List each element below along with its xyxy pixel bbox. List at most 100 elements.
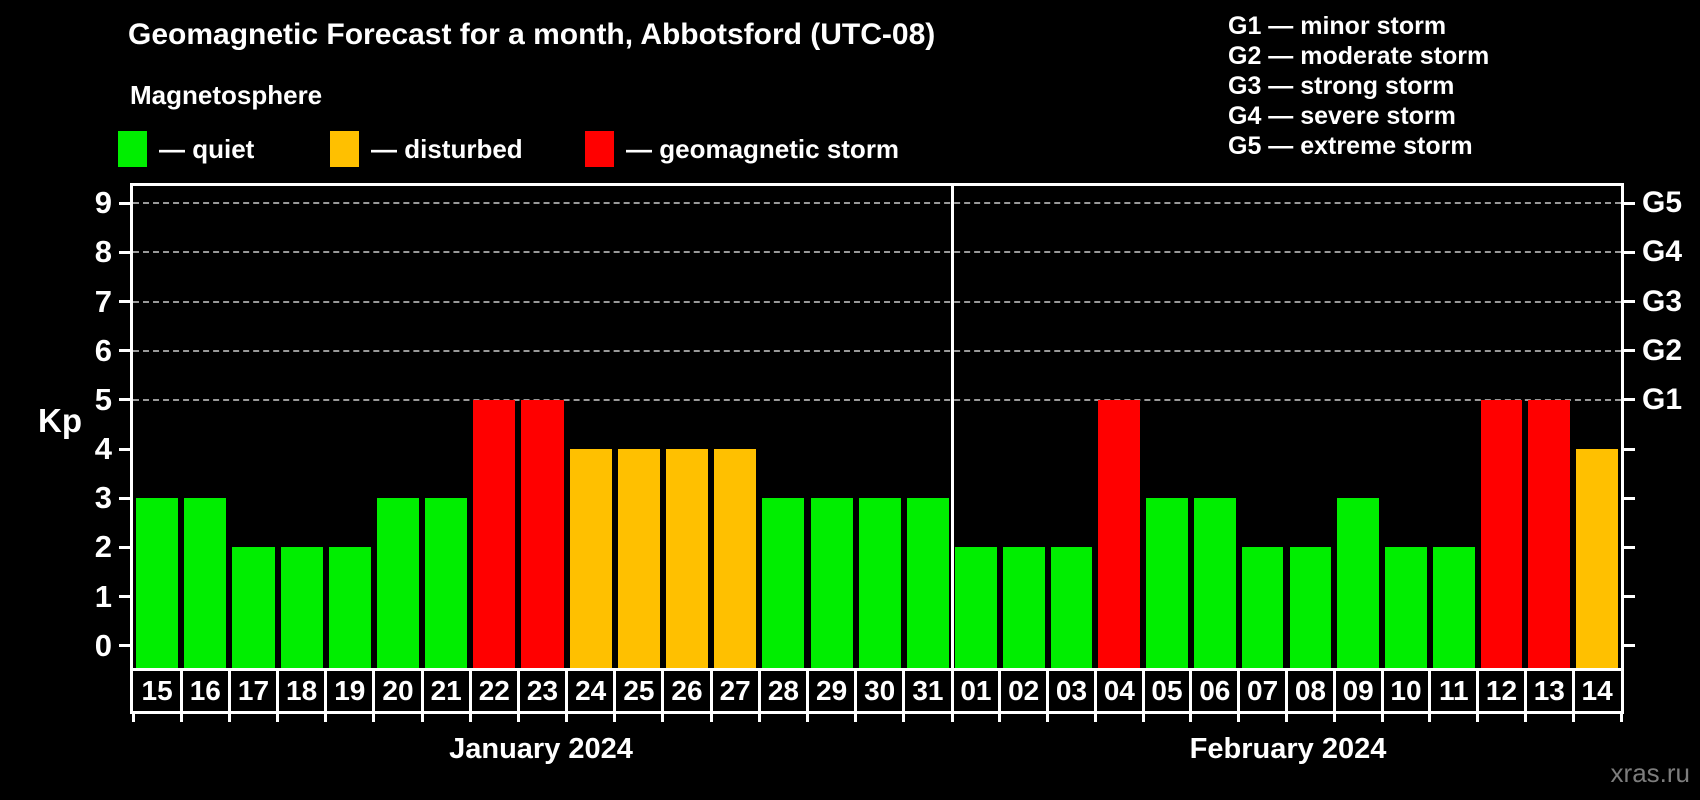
day-separator <box>179 671 183 711</box>
kp-bar <box>906 498 949 668</box>
x-axis-tick <box>1141 714 1145 722</box>
g-axis-label-g3: G3 <box>1642 284 1683 318</box>
y-axis-tick-right <box>1624 201 1635 205</box>
day-label: 03 <box>1055 675 1088 706</box>
kp-bar <box>1002 547 1045 668</box>
y-axis-tick-right <box>1624 250 1635 254</box>
x-axis-tick <box>276 714 279 722</box>
x-axis-tick <box>1093 714 1097 722</box>
gridline-kp7 <box>133 300 1621 303</box>
page-title: Geomagnetic Forecast for a month, Abbots… <box>128 18 936 51</box>
y-axis-tick-left <box>119 349 130 353</box>
kp-bar <box>1098 399 1141 668</box>
g-axis-label-g2: G2 <box>1642 333 1683 367</box>
x-axis-tick <box>420 714 424 722</box>
kp-bar <box>810 498 853 668</box>
y-axis-tick-label: 0 <box>94 627 112 663</box>
day-separator <box>998 671 1002 711</box>
x-axis-tick <box>709 714 713 722</box>
y-axis-tick-right <box>1624 595 1635 598</box>
x-axis-tick <box>1285 714 1288 722</box>
day-label: 01 <box>960 675 992 706</box>
kp-bar <box>955 547 997 668</box>
day-label: 16 <box>189 675 221 706</box>
kp-bar <box>569 449 612 668</box>
x-axis-tick <box>516 714 520 722</box>
day-label: 20 <box>382 675 414 706</box>
kp-bar <box>1146 498 1188 668</box>
x-axis-tick <box>854 714 858 722</box>
x-axis-tick <box>1046 714 1050 722</box>
day-separator <box>1523 671 1527 711</box>
kp-bar <box>136 498 179 668</box>
day-label: 19 <box>334 675 366 706</box>
x-axis-tick <box>565 714 569 722</box>
x-axis-tick <box>372 714 376 722</box>
legend-swatch-disturbed <box>330 131 359 167</box>
kp-bar <box>280 547 323 668</box>
kp-bar <box>232 547 275 668</box>
kp-bar <box>1193 498 1236 668</box>
x-axis-tick <box>806 714 809 722</box>
kp-bar <box>1241 547 1284 668</box>
gridline-kp9 <box>133 202 1621 205</box>
day-label: 18 <box>286 675 318 706</box>
kp-bar <box>184 498 227 668</box>
y-axis-tick-label: 6 <box>94 332 112 368</box>
day-label: 11 <box>1438 675 1469 706</box>
y-axis-tick-label: 9 <box>94 185 112 221</box>
day-label: 27 <box>719 675 751 706</box>
day-separator <box>854 671 858 711</box>
day-separator <box>468 671 472 711</box>
day-label: 08 <box>1294 675 1326 706</box>
g-legend-line-g2: G2 — moderate storm <box>1228 42 1490 70</box>
x-axis-tick <box>1523 714 1527 722</box>
day-separator <box>1476 671 1480 711</box>
day-label: 04 <box>1103 675 1135 706</box>
day-separator <box>1141 671 1145 711</box>
chart-subtitle: Magnetosphere <box>130 80 323 110</box>
y-axis-tick-left <box>119 545 130 549</box>
day-separator <box>709 671 713 711</box>
legend-label: — geomagnetic storm <box>626 134 900 164</box>
y-axis-tick-label: 4 <box>94 431 112 466</box>
day-label: 13 <box>1533 675 1565 706</box>
y-axis-tick-left <box>119 398 130 402</box>
y-axis-label: Kp <box>38 402 82 439</box>
x-axis-tick <box>613 714 617 722</box>
kp-bar <box>1528 399 1571 668</box>
g-legend-line-g3: G3 — strong storm <box>1228 72 1455 100</box>
g-axis-label-g4: G4 <box>1642 235 1683 269</box>
x-axis-tick <box>1428 714 1432 722</box>
day-separator <box>516 671 520 711</box>
day-separator <box>950 671 954 711</box>
day-separator <box>227 671 231 711</box>
y-axis-tick-left <box>119 496 130 500</box>
kp-bar <box>376 498 420 668</box>
y-axis-tick-left <box>119 447 130 451</box>
day-separator <box>420 671 424 711</box>
kp-bar <box>521 399 564 668</box>
kp-bar <box>714 449 757 668</box>
day-label-row: 15 16 17 18 19 20 21 22 23 24 25 26 27 28 29 30 31 01 02 03… <box>130 668 1624 714</box>
y-axis-tick-right <box>1624 447 1635 451</box>
day-label: 30 <box>864 675 896 706</box>
y-axis-tick-label: 7 <box>94 283 112 319</box>
day-separator <box>902 671 906 711</box>
day-label: 23 <box>526 675 559 706</box>
plot-area <box>130 183 1624 668</box>
day-separator <box>757 671 761 711</box>
kp-bar <box>1337 498 1380 668</box>
x-axis-tick <box>324 714 328 722</box>
kp-bar <box>617 449 660 668</box>
day-separator <box>1428 671 1432 711</box>
day-separator <box>1237 671 1241 711</box>
g-axis-label-g1: G1 <box>1642 382 1683 416</box>
day-separator <box>1189 671 1193 711</box>
x-axis-tick <box>950 714 954 722</box>
day-separator <box>324 671 328 711</box>
day-label: 10 <box>1390 675 1422 706</box>
x-axis-tick <box>131 714 135 722</box>
x-axis-tick <box>179 714 183 722</box>
